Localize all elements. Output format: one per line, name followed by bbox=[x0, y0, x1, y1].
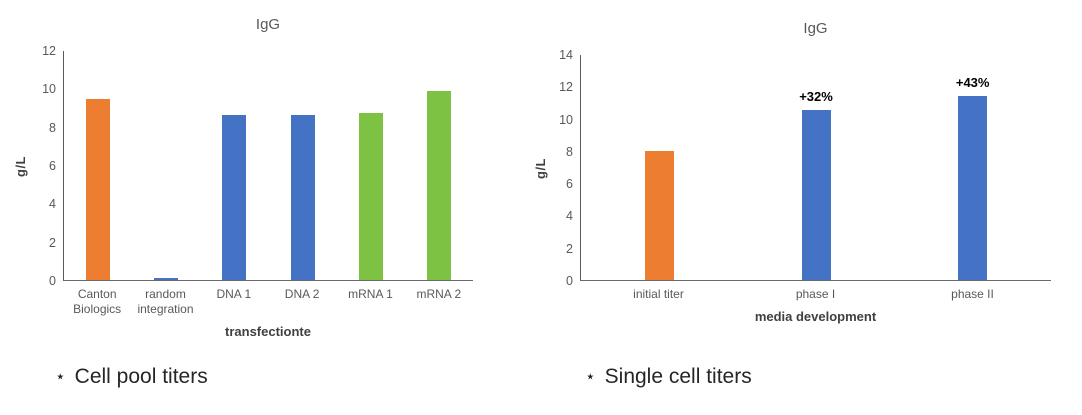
y-tick-label: 4 bbox=[49, 197, 56, 212]
bar bbox=[222, 114, 247, 280]
bar bbox=[86, 98, 111, 280]
x-axis-title: media development bbox=[754, 309, 877, 324]
bar bbox=[154, 278, 179, 280]
plot-area bbox=[63, 51, 473, 281]
y-tick-label: 0 bbox=[49, 274, 56, 288]
caption-text: Single cell titers bbox=[604, 365, 752, 388]
y-tick-labels: 0 2 4 6 8 10 12 14 bbox=[548, 48, 580, 288]
y-axis-title: g/L bbox=[532, 55, 548, 281]
caption-text: Cell pool titers bbox=[74, 365, 208, 388]
bar-slot bbox=[64, 51, 132, 280]
bar-slot bbox=[581, 55, 738, 280]
bar bbox=[290, 114, 315, 280]
bar-slot bbox=[269, 51, 337, 280]
y-tick-label: 8 bbox=[566, 144, 573, 159]
single-cell-titers-chart: IgG g/L 0 2 4 6 8 10 12 14 +32% +43% initial tit… bbox=[532, 16, 1051, 324]
x-tick-label: DNA 2 bbox=[284, 287, 320, 301]
bar-slot bbox=[200, 51, 268, 280]
y-axis-title-text: g/L bbox=[532, 157, 548, 179]
bar-slot: +43% bbox=[894, 55, 1051, 280]
y-tick-label: 2 bbox=[566, 241, 573, 256]
bar-annotation: +43% bbox=[955, 75, 990, 91]
chart-plot-region: g/L 0 2 4 6 8 10 12 14 +32% +43% bbox=[532, 48, 1051, 288]
bar-slot bbox=[405, 51, 473, 280]
y-tick-label: 8 bbox=[49, 120, 56, 135]
star-bullet-icon: ⋆ bbox=[55, 367, 66, 386]
x-tick-label: Canton Biologics bbox=[73, 287, 122, 316]
y-tick-label: 14 bbox=[559, 48, 573, 62]
x-tick-label: DNA 1 bbox=[216, 287, 252, 301]
x-tick-label: phase II bbox=[951, 287, 994, 301]
y-axis-title: g/L bbox=[10, 51, 30, 281]
y-tick-label: 2 bbox=[49, 235, 56, 250]
y-tick-label: 12 bbox=[42, 44, 56, 58]
bar bbox=[958, 96, 988, 280]
x-tick-label: phase I bbox=[795, 287, 836, 301]
y-tick-labels: 0 2 4 6 8 10 12 bbox=[30, 44, 63, 288]
y-tick-label: 4 bbox=[566, 209, 573, 224]
x-tick-labels: initial titer phase I phase II bbox=[580, 287, 1051, 302]
y-tick-label: 6 bbox=[49, 159, 56, 173]
x-tick-label: initial titer bbox=[633, 287, 684, 301]
y-tick-label: 6 bbox=[566, 177, 573, 192]
y-tick-label: 0 bbox=[566, 274, 573, 288]
bar-slot: +32% bbox=[738, 55, 895, 280]
bar-slot bbox=[337, 51, 405, 280]
x-axis-title: transfectionte bbox=[225, 324, 311, 339]
bar-slot bbox=[132, 51, 200, 280]
cell-pool-titers-chart: IgG g/L 0 2 4 6 8 10 12 Canton Biologics random… bbox=[10, 12, 473, 339]
chart-plot-region: g/L 0 2 4 6 8 10 12 bbox=[10, 44, 473, 288]
bar bbox=[426, 91, 451, 280]
plot-area: +32% +43% bbox=[580, 55, 1051, 281]
bar bbox=[358, 113, 383, 280]
x-tick-label: mRNA 1 bbox=[348, 287, 393, 301]
y-tick-label: 10 bbox=[559, 112, 573, 127]
single-cell-titers-caption: ⋆ Single cell titers bbox=[585, 365, 752, 389]
y-tick-label: 12 bbox=[559, 80, 573, 95]
chart-title: IgG bbox=[255, 16, 281, 33]
x-tick-label: mRNA 2 bbox=[416, 287, 462, 301]
bar-annotation: +32% bbox=[799, 89, 833, 105]
y-axis-title-text: g/L bbox=[12, 155, 28, 177]
y-tick-label: 10 bbox=[42, 82, 56, 97]
cell-pool-titers-caption: ⋆ Cell pool titers bbox=[55, 365, 208, 389]
bar bbox=[801, 110, 831, 280]
star-bullet-icon: ⋆ bbox=[585, 367, 596, 386]
bar bbox=[644, 151, 674, 280]
x-tick-labels: Canton Biologics random integration DNA 1 D… bbox=[63, 287, 473, 317]
chart-title: IgG bbox=[803, 20, 828, 37]
x-tick-label: random integration bbox=[137, 287, 194, 316]
